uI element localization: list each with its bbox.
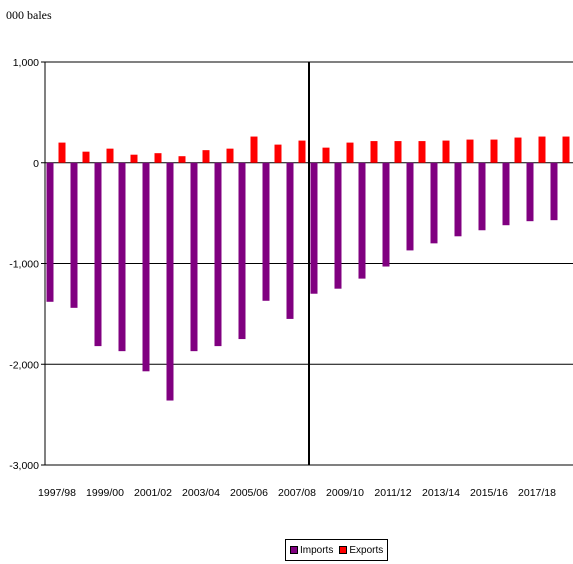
bar-imports-2005-06 [238, 162, 246, 340]
x-tick-label: 1997/98 [38, 487, 76, 499]
bar-imports-2014-15 [454, 162, 462, 237]
bar-imports-2001-02 [142, 162, 150, 372]
bar-exports-2018-19 [562, 136, 570, 163]
y-tick-label: -2,000 [9, 359, 39, 371]
bar-exports-2011-12 [394, 141, 402, 163]
bar-exports-1997-98 [58, 142, 66, 163]
bar-imports-2002-03 [166, 162, 174, 401]
bar-exports-2001-02 [154, 153, 162, 163]
bar-exports-2017-18 [538, 136, 546, 163]
x-tick-label: 2007/08 [278, 487, 316, 499]
imports-swatch [290, 546, 298, 554]
exports-swatch [339, 546, 348, 554]
bar-exports-2010-11 [370, 141, 378, 163]
bar-imports-2010-11 [358, 162, 366, 279]
legend-label-exports: Exports [349, 544, 384, 556]
bar-exports-2002-03 [178, 156, 186, 163]
bar-imports-2003-04 [190, 162, 198, 352]
x-tick-label: 2017/18 [518, 487, 556, 499]
x-tick-labels: 1997/98 1999/00 2001/02 2003/04 2005/06 2007/… [38, 487, 556, 499]
bar-imports-1999-00 [94, 162, 102, 347]
bar-imports-2006-07 [262, 162, 270, 301]
bar-exports-2013-14 [442, 140, 450, 163]
bar-imports-2016-17 [502, 162, 510, 226]
x-tick-label: 1999/00 [86, 487, 124, 499]
bar-imports-1997-98 [46, 162, 54, 302]
y-tick-labels: 1,000 0 -1,000 -2,000 -3,000 [9, 57, 45, 472]
bar-imports-2007-08 [286, 162, 294, 319]
bar-exports-1998-99 [82, 151, 90, 163]
bar-exports-2008-09 [322, 147, 330, 163]
bar-imports-1998-99 [70, 162, 78, 308]
bar-exports-2005-06 [250, 136, 258, 163]
legend-item-imports: Imports [290, 545, 333, 556]
bar-imports-2013-14 [430, 162, 438, 244]
bar-exports-1999-00 [106, 148, 114, 163]
legend-item-exports: Exports [339, 545, 383, 556]
y-tick-label: -1,000 [9, 259, 39, 271]
x-tick-label: 2015/16 [470, 487, 508, 499]
bar-imports-2015-16 [478, 162, 486, 231]
bar-imports-2009-10 [334, 162, 342, 289]
bar-imports-2000-01 [118, 162, 126, 352]
legend-label-imports: Imports [300, 544, 334, 556]
y-tick-label: -3,000 [9, 460, 39, 472]
y-tick-label: 0 [33, 158, 39, 170]
bar-exports-2012-13 [418, 141, 426, 163]
bar-imports-2017-18 [526, 162, 534, 222]
bar-exports-2003-04 [202, 150, 210, 163]
bar-imports-2012-13 [406, 162, 414, 251]
bar-imports-2018-19 [550, 162, 558, 221]
y-axis-unit-label: 000 bales [6, 8, 52, 22]
bar-exports-2009-10 [346, 142, 354, 163]
bar-exports-2016-17 [514, 137, 522, 163]
bar-exports-2006-07 [274, 144, 282, 163]
y-tick-label: 1,000 [13, 57, 39, 69]
bar-imports-2004-05 [214, 162, 222, 347]
bar-exports-2014-15 [466, 139, 474, 163]
x-tick-label: 2003/04 [182, 487, 220, 499]
x-tick-label: 2013/14 [422, 487, 460, 499]
bar-exports-2000-01 [130, 154, 138, 163]
x-tick-label: 2001/02 [134, 487, 172, 499]
bar-exports-2004-05 [226, 148, 234, 163]
x-tick-label: 2009/10 [326, 487, 364, 499]
bar-exports-2007-08 [298, 140, 306, 163]
bars [46, 136, 570, 401]
x-tick-label: 2011/12 [374, 487, 411, 499]
legend: Imports Exports [285, 539, 389, 561]
bar-imports-2008-09 [310, 162, 318, 294]
bar-exports-2015-16 [490, 139, 498, 163]
x-tick-label: 2005/06 [230, 487, 268, 499]
bar-imports-2011-12 [382, 162, 390, 267]
